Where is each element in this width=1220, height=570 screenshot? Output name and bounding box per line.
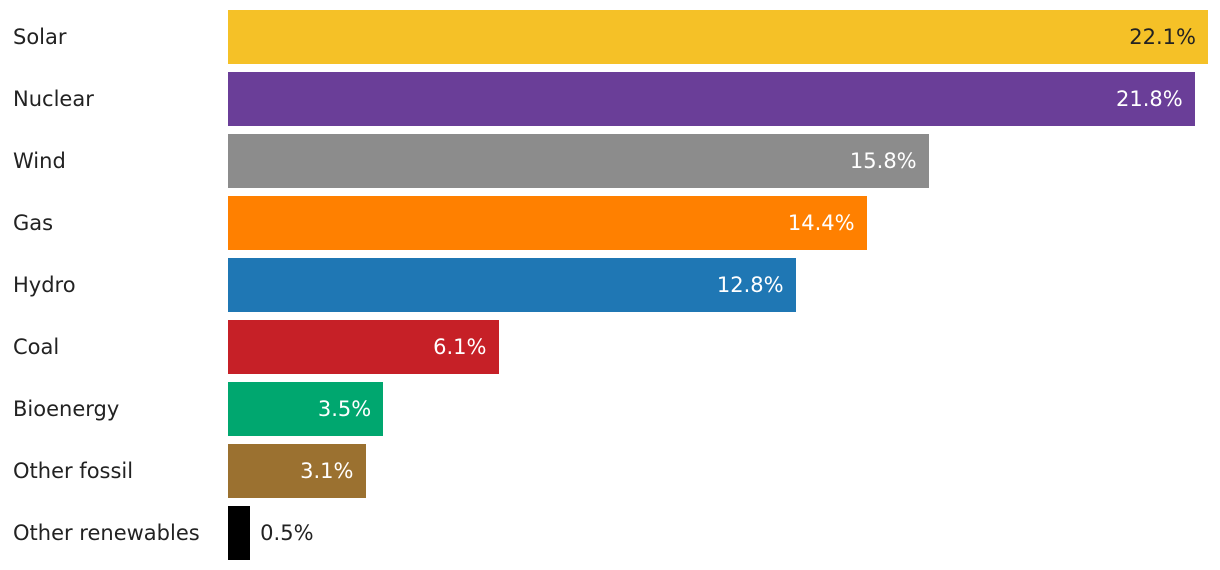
category-label-bioenergy: Bioenergy <box>13 397 120 421</box>
bar-coal <box>228 320 499 374</box>
value-label-nuclear: 21.8% <box>1115 87 1183 111</box>
bar-nuclear <box>228 72 1195 126</box>
value-label-hydro: 12.8% <box>716 273 784 297</box>
value-label-bioenergy: 3.5% <box>317 397 372 421</box>
bar-hydro <box>228 258 796 312</box>
category-label-nuclear: Nuclear <box>13 87 94 111</box>
bar-other-renewables <box>228 506 251 560</box>
category-label-gas: Gas <box>13 211 54 235</box>
bar-gas <box>228 196 867 250</box>
bar-bioenergy <box>228 382 384 436</box>
bar-solar <box>228 10 1208 64</box>
value-label-other-fossil: 3.1% <box>300 459 354 483</box>
bar-wind <box>228 134 929 188</box>
category-label-wind: Wind <box>13 149 66 173</box>
category-label-coal: Coal <box>13 335 60 359</box>
value-label-wind: 15.8% <box>849 149 917 173</box>
value-label-solar: 22.1% <box>1129 25 1196 49</box>
category-label-solar: Solar <box>13 25 67 49</box>
category-label-other-renewables: Other renewables <box>13 521 200 545</box>
value-label-gas: 14.4% <box>787 211 855 235</box>
bar-other-fossil <box>228 444 366 498</box>
value-label-other-renewables: 0.5% <box>260 521 314 545</box>
value-label-coal: 6.1% <box>433 335 487 359</box>
category-label-other-fossil: Other fossil <box>13 459 134 483</box>
category-label-hydro: Hydro <box>13 273 76 297</box>
